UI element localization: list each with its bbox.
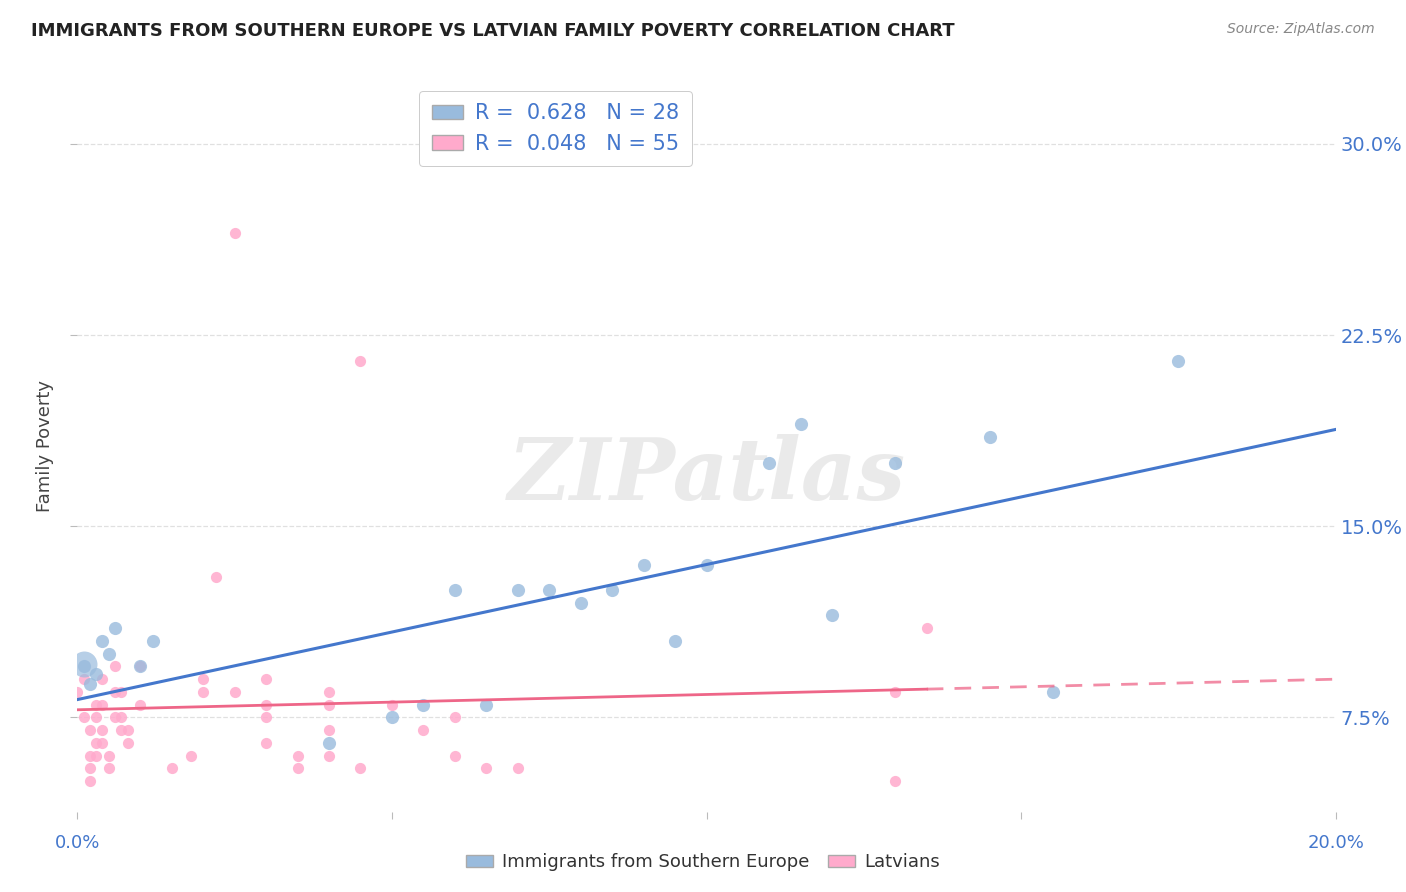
Point [287, 748, 309, 763]
Point [254, 698, 277, 712]
Point [79, 723, 101, 738]
Point [104, 621, 127, 635]
Point [91, 723, 114, 738]
Point [318, 748, 340, 763]
Point [110, 723, 132, 738]
Point [475, 698, 498, 712]
Point [412, 698, 434, 712]
Point [79, 677, 101, 691]
Point [129, 659, 152, 673]
Point [790, 417, 813, 432]
Legend: R =  0.628   N = 28, R =  0.048   N = 55: R = 0.628 N = 28, R = 0.048 N = 55 [419, 91, 692, 166]
Point [160, 761, 183, 775]
Point [104, 659, 127, 673]
Point [191, 672, 215, 686]
Point [72, 710, 94, 724]
Point [381, 710, 404, 724]
Point [84, 667, 107, 681]
Point [318, 723, 340, 738]
Point [91, 672, 114, 686]
Point [444, 582, 467, 597]
Point [84, 710, 107, 724]
Point [696, 558, 718, 572]
Point [884, 456, 907, 470]
Point [664, 634, 686, 648]
Point [84, 698, 107, 712]
Point [758, 456, 780, 470]
Point [104, 685, 127, 699]
Point [180, 748, 202, 763]
Point [117, 736, 139, 750]
Point [84, 736, 107, 750]
Point [538, 582, 561, 597]
Point [254, 710, 277, 724]
Point [600, 582, 623, 597]
Point [142, 634, 165, 648]
Y-axis label: Family Poverty: Family Poverty [37, 380, 55, 512]
Point [506, 582, 529, 597]
Point [104, 710, 127, 724]
Point [254, 672, 277, 686]
Point [506, 761, 529, 775]
Point [84, 748, 107, 763]
Point [349, 353, 371, 368]
Point [97, 748, 120, 763]
Point [569, 596, 592, 610]
Point [204, 570, 226, 584]
Point [444, 748, 467, 763]
Point [349, 761, 371, 775]
Text: ZIPatlas: ZIPatlas [508, 434, 905, 517]
Point [79, 748, 101, 763]
Text: IMMIGRANTS FROM SOUTHERN EUROPE VS LATVIAN FAMILY POVERTY CORRELATION CHART: IMMIGRANTS FROM SOUTHERN EUROPE VS LATVI… [31, 22, 955, 40]
Point [318, 685, 340, 699]
Point [91, 736, 114, 750]
Point [381, 698, 404, 712]
Point [191, 685, 215, 699]
Point [821, 608, 844, 623]
Point [129, 698, 152, 712]
Point [287, 761, 309, 775]
Point [475, 761, 498, 775]
Point [117, 723, 139, 738]
Point [129, 659, 152, 673]
Point [318, 698, 340, 712]
Point [91, 698, 114, 712]
Point [91, 634, 114, 648]
Point [254, 736, 277, 750]
Point [633, 558, 655, 572]
Point [72, 672, 94, 686]
Point [224, 685, 246, 699]
Point [412, 723, 434, 738]
Text: 20.0%: 20.0% [1308, 834, 1364, 852]
Point [1042, 685, 1064, 699]
Point [884, 774, 907, 789]
Legend: Immigrants from Southern Europe, Latvians: Immigrants from Southern Europe, Latvian… [460, 847, 946, 879]
Point [224, 226, 246, 240]
Point [884, 685, 907, 699]
Point [72, 657, 94, 671]
Text: Source: ZipAtlas.com: Source: ZipAtlas.com [1227, 22, 1375, 37]
Text: 0.0%: 0.0% [55, 834, 100, 852]
Point [979, 430, 1001, 444]
Point [72, 659, 94, 673]
Point [915, 621, 938, 635]
Point [79, 774, 101, 789]
Point [97, 647, 120, 661]
Point [97, 761, 120, 775]
Point [444, 710, 467, 724]
Point [66, 685, 89, 699]
Point [79, 761, 101, 775]
Point [1167, 353, 1189, 368]
Point [318, 736, 340, 750]
Point [110, 710, 132, 724]
Point [110, 685, 132, 699]
